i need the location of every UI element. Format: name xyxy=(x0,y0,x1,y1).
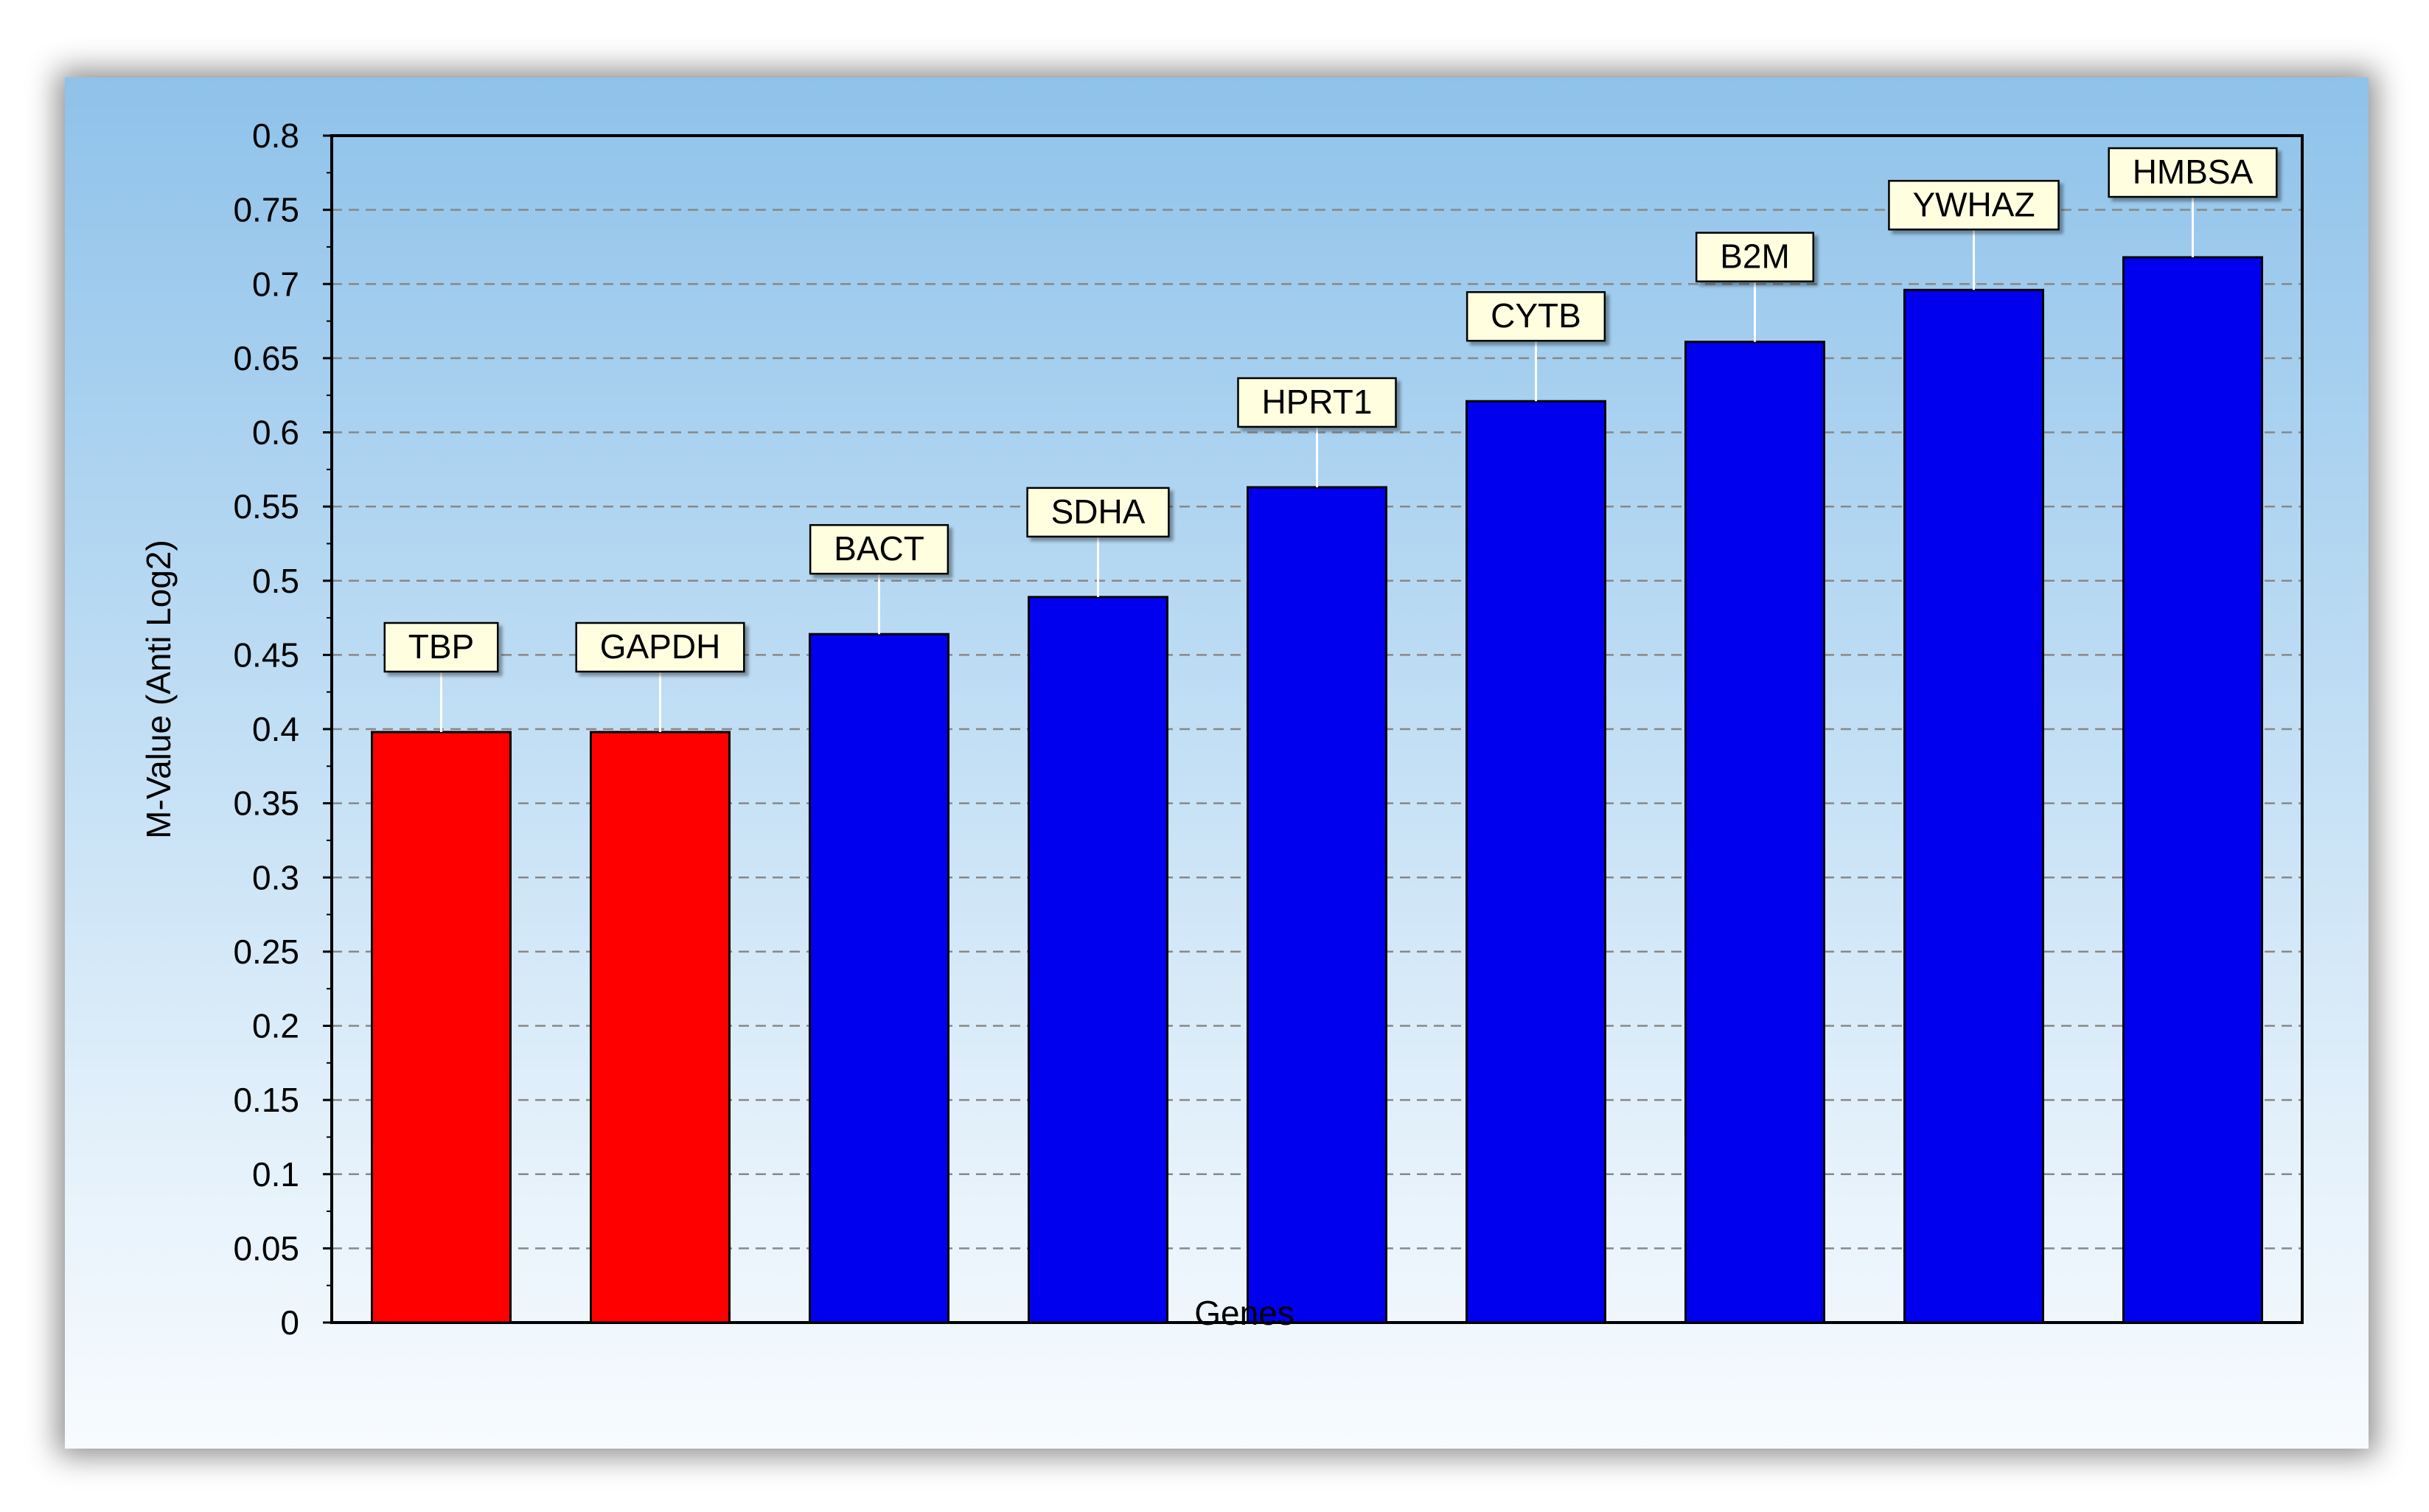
bar-label-b2m: B2M xyxy=(1695,231,1815,342)
y-tick-label: 0.35 xyxy=(233,784,299,823)
bar-chart: 0 0.05 0.1 0.15 0.2 0.25 0.3 0.35 0.4 0.45 0.5 0.55… xyxy=(139,116,2304,1342)
y-tick-label: 0.4 xyxy=(252,710,299,748)
bar-bact xyxy=(809,633,949,1324)
y-tick-label: 0 xyxy=(280,1303,299,1342)
bar-sdha xyxy=(1028,596,1168,1324)
y-tick-label: 0.15 xyxy=(233,1081,299,1119)
bar-cytb xyxy=(1466,400,1606,1324)
x-axis-title: Genes xyxy=(1194,1294,1294,1332)
bar-label-box xyxy=(1695,231,1815,282)
bar-b2m xyxy=(1684,341,1825,1324)
bar-label-text: B2M xyxy=(1720,237,1790,276)
bar-label-box xyxy=(383,621,499,673)
y-tick-label: 0.3 xyxy=(252,858,299,896)
bar-tbp xyxy=(371,731,512,1324)
y-tick-label: 0.75 xyxy=(233,191,299,229)
data-labels: TBP GAPDH BACT SDHA HPRT1 CYTB B2M YWHAZ HMBSA xyxy=(383,147,2278,733)
y-axis-title: M-Value (Anti Log2) xyxy=(139,540,178,839)
bar-gapdh xyxy=(590,731,731,1324)
y-tick-label: 0.55 xyxy=(233,487,299,526)
y-tick-label: 0.25 xyxy=(233,933,299,971)
y-tick-label: 0.65 xyxy=(233,339,299,377)
y-tick-label: 0.05 xyxy=(233,1229,299,1267)
chart-panel: 0 0.05 0.1 0.15 0.2 0.25 0.3 0.35 0.4 0.45 0.5 0.55… xyxy=(65,77,2369,1449)
y-tick-label: 0.1 xyxy=(252,1155,299,1194)
bar-label-box xyxy=(2108,147,2278,198)
bar-label-box xyxy=(1888,180,2060,231)
y-tick-label: 0.6 xyxy=(252,414,299,452)
bar-label-hprt1: HPRT1 xyxy=(1237,377,1397,487)
bar-label-cytb: CYTB xyxy=(1466,290,1606,402)
bar-label-bact: BACT xyxy=(809,523,949,635)
bar-label-box xyxy=(809,523,949,575)
bar-label-text: GAPDH xyxy=(600,627,721,666)
bar-label-gapdh: GAPDH xyxy=(575,621,745,733)
bar-label-box xyxy=(1026,487,1170,538)
bar-label-hmbsa: HMBSA xyxy=(2108,147,2278,258)
bar-label-text: YWHAZ xyxy=(1912,185,2035,223)
y-tick-label: 0.7 xyxy=(252,265,299,303)
y-tick-label: 0.5 xyxy=(252,562,299,600)
bar-label-text: HMBSA xyxy=(2133,153,2254,191)
bar-label-ywhaz: YWHAZ xyxy=(1888,180,2060,290)
bar-label-text: TBP xyxy=(408,627,474,666)
bar-label-sdha: SDHA xyxy=(1026,487,1170,597)
bar-hmbsa xyxy=(2122,256,2263,1324)
bar-label-text: HPRT1 xyxy=(1262,383,1373,421)
bar-label-box xyxy=(1237,377,1397,428)
bar-label-tbp: TBP xyxy=(383,621,499,733)
bars xyxy=(371,256,2263,1324)
bar-hprt1 xyxy=(1247,486,1387,1324)
bar-label-text: CYTB xyxy=(1491,296,1581,335)
y-tick-label: 0.45 xyxy=(233,635,299,674)
bar-label-box xyxy=(1466,290,1606,342)
bar-label-text: SDHA xyxy=(1051,492,1146,531)
y-tick-label: 0.8 xyxy=(252,116,299,155)
y-tick-label: 0.2 xyxy=(252,1007,299,1045)
bar-label-text: BACT xyxy=(834,529,924,568)
bar-label-box xyxy=(575,621,745,673)
bar-ywhaz xyxy=(1903,288,2044,1324)
y-axis-ticks: 0 0.05 0.1 0.15 0.2 0.25 0.3 0.35 0.4 0.45 0.5 0.55… xyxy=(233,116,332,1342)
